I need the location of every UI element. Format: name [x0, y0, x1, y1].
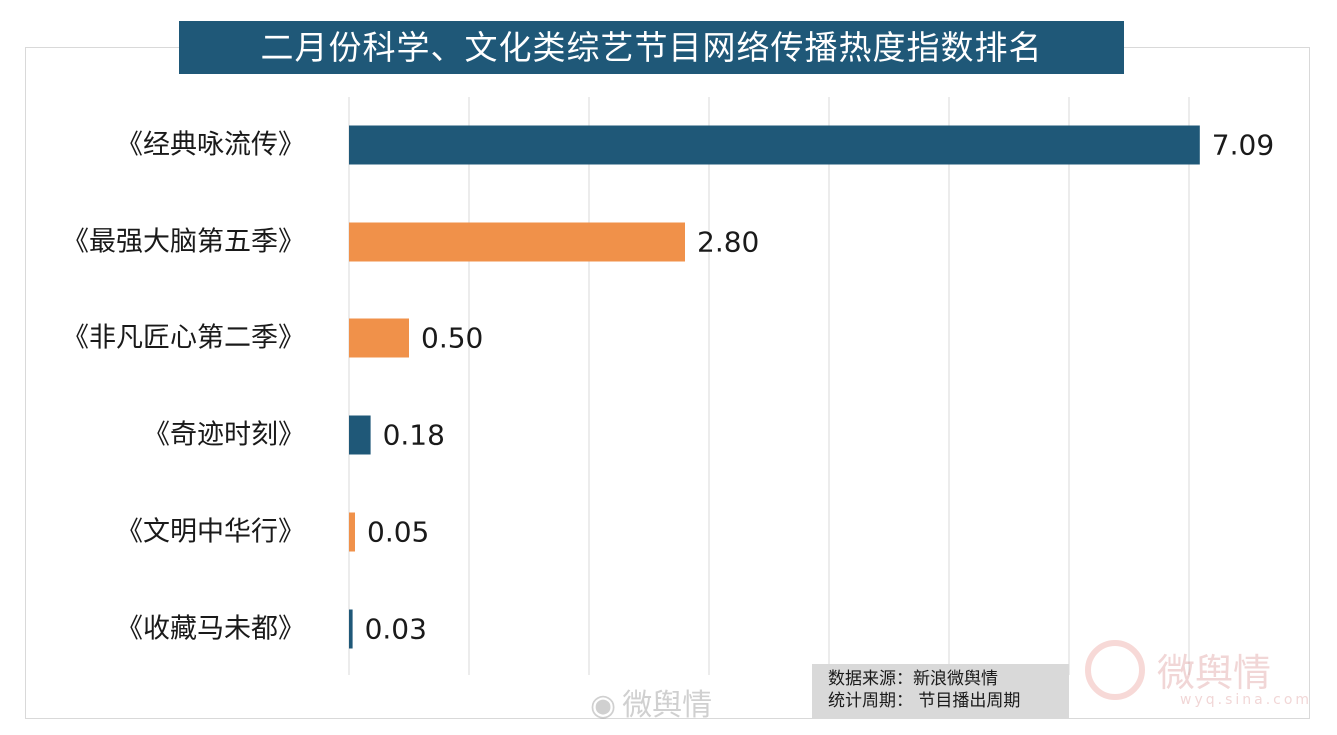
- value-label: 0.18: [383, 419, 445, 452]
- value-labels: 7.09 2.80 0.50 0.18 0.05 0.03: [365, 129, 1275, 646]
- value-label: 7.09: [1212, 129, 1274, 162]
- source-line: 数据来源：新浪微舆情: [828, 669, 998, 689]
- category-label: 《奇迹时刻》: [143, 420, 305, 451]
- watermark-right-text: 微舆情: [1157, 651, 1272, 695]
- value-label: 0.05: [367, 516, 429, 549]
- period-line: 统计周期： 节目播出周期: [828, 691, 1021, 711]
- bar: [349, 222, 685, 262]
- category-labels: 《经典咏流传》《最强大脑第五季》《非凡匠心第二季》《奇迹时刻》《文明中华行》《收…: [62, 130, 305, 645]
- value-label: 2.80: [697, 226, 759, 259]
- bar: [349, 318, 409, 358]
- source-note: 数据来源：新浪微舆情 统计周期： 节目播出周期: [812, 664, 1069, 718]
- value-label: 0.03: [365, 613, 427, 646]
- gridlines: [348, 97, 1190, 675]
- bar: [349, 512, 355, 552]
- watermark-center-text: 微舆情: [622, 688, 713, 723]
- category-label: 《文明中华行》: [116, 517, 305, 548]
- bar: [349, 609, 353, 649]
- bar: [349, 415, 371, 455]
- weibo-logo-icon: [1085, 640, 1145, 700]
- watermark-right-url: wyq.sina.com: [1180, 692, 1313, 708]
- bar: [349, 125, 1200, 165]
- category-label: 《非凡匠心第二季》: [62, 323, 305, 354]
- category-label: 《收藏马未都》: [116, 614, 305, 645]
- chart-title: 二月份科学、文化类综艺节目网络传播热度指数排名: [179, 21, 1124, 74]
- value-label: 0.50: [421, 322, 483, 355]
- bars: [349, 125, 1200, 649]
- weibo-logo-icon: ◉: [590, 688, 617, 723]
- category-label: 《最强大脑第五季》: [62, 227, 305, 258]
- watermark-right: 微舆情 wyq.sina.com: [1085, 640, 1310, 715]
- category-label: 《经典咏流传》: [116, 130, 305, 161]
- watermark-center: ◉ 微舆情: [590, 680, 712, 724]
